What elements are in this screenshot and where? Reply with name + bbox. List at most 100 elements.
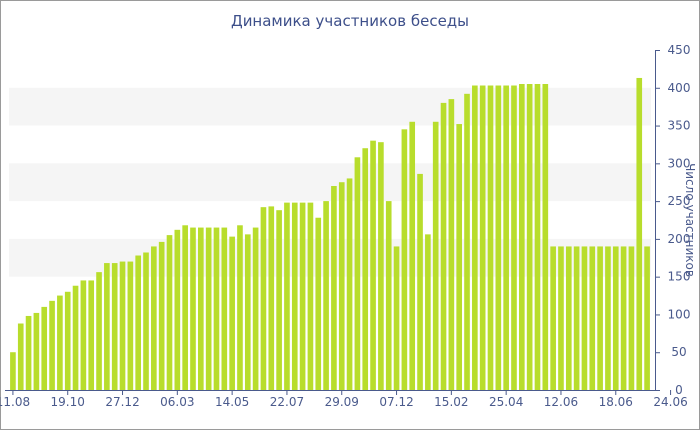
bar bbox=[252, 227, 259, 390]
x-tick-label: 24.06 bbox=[653, 395, 687, 409]
bar bbox=[589, 246, 596, 390]
bar bbox=[511, 85, 517, 390]
bar bbox=[440, 102, 447, 390]
bar bbox=[503, 85, 509, 390]
x-tick-label: 19.10 bbox=[51, 395, 85, 409]
bar bbox=[323, 201, 329, 390]
bar bbox=[378, 142, 384, 390]
x-tick-labels: 11.08 19.10 27.12 06.03 14.05 22.07 29.09 07.12… bbox=[0, 390, 688, 409]
x-tick-label: 22.07 bbox=[270, 395, 304, 409]
bar bbox=[291, 202, 298, 390]
y-tick-label: 300 bbox=[668, 156, 691, 170]
x-tick-label: 29.09 bbox=[325, 395, 359, 409]
bar bbox=[213, 227, 220, 390]
bar bbox=[448, 99, 455, 391]
bar bbox=[25, 315, 32, 390]
y-tick-label: 400 bbox=[668, 81, 691, 95]
bar bbox=[620, 246, 627, 390]
y-tick-labels: 0 50 100 150 200 250 300 350 400 450 bbox=[655, 43, 690, 397]
bar bbox=[190, 227, 196, 390]
bar bbox=[80, 280, 87, 390]
bar bbox=[221, 227, 228, 390]
x-tick-label: 27.12 bbox=[105, 395, 139, 409]
bar bbox=[135, 255, 141, 390]
bar bbox=[612, 246, 619, 390]
bar bbox=[237, 225, 243, 390]
bar bbox=[479, 85, 486, 390]
bar bbox=[268, 206, 275, 390]
bar bbox=[597, 246, 603, 390]
bar bbox=[370, 140, 376, 390]
bar bbox=[284, 202, 290, 390]
bar bbox=[244, 234, 251, 390]
bar bbox=[581, 246, 588, 390]
bar bbox=[17, 323, 24, 390]
bar bbox=[88, 280, 95, 390]
bar bbox=[166, 235, 173, 390]
bar bbox=[605, 246, 611, 390]
bar bbox=[519, 84, 525, 390]
chart-title: Динамика участников беседы bbox=[230, 12, 470, 30]
bar bbox=[338, 182, 345, 390]
bar bbox=[104, 263, 110, 390]
bar bbox=[307, 202, 314, 390]
bar bbox=[425, 234, 431, 390]
bar bbox=[315, 217, 322, 390]
bar bbox=[464, 93, 470, 390]
bar bbox=[565, 246, 572, 390]
bar bbox=[534, 84, 541, 390]
background-band bbox=[9, 163, 651, 202]
bar bbox=[573, 246, 580, 390]
bar bbox=[205, 227, 212, 390]
bar bbox=[456, 124, 462, 390]
bar bbox=[174, 229, 181, 390]
bar bbox=[198, 227, 204, 390]
bar bbox=[57, 295, 63, 390]
bar bbox=[417, 173, 423, 390]
y-tick-label: 150 bbox=[668, 270, 691, 284]
y-tick-label: 250 bbox=[668, 194, 691, 208]
x-tick-label: 14.05 bbox=[215, 395, 249, 409]
bar bbox=[119, 261, 126, 390]
bar bbox=[487, 85, 494, 390]
bar bbox=[260, 207, 267, 390]
bar bbox=[495, 85, 502, 390]
y-tick-label: 50 bbox=[671, 345, 686, 359]
bar bbox=[229, 236, 235, 390]
bar bbox=[182, 225, 188, 390]
bar bbox=[111, 263, 118, 390]
bar bbox=[64, 291, 71, 390]
y-tick-label: 350 bbox=[668, 119, 691, 133]
bar-series bbox=[10, 77, 650, 391]
bar bbox=[558, 246, 564, 390]
bar bbox=[41, 306, 48, 390]
bar bbox=[276, 210, 282, 390]
bar bbox=[354, 157, 361, 390]
bar bbox=[151, 246, 157, 390]
bar bbox=[127, 261, 134, 390]
bar bbox=[550, 246, 556, 390]
bar bbox=[432, 121, 439, 390]
bar bbox=[346, 178, 353, 390]
bar bbox=[644, 246, 650, 390]
y-tick-label: 200 bbox=[668, 232, 691, 246]
bar bbox=[299, 202, 306, 390]
y-tick-label: 0 bbox=[675, 383, 683, 397]
bar bbox=[158, 241, 165, 390]
bar bbox=[401, 129, 408, 390]
x-tick-label: 18.06 bbox=[599, 395, 633, 409]
bar bbox=[49, 300, 55, 390]
x-tick-label: 07.12 bbox=[379, 395, 413, 409]
x-tick-label: 11.08 bbox=[0, 395, 30, 409]
bar bbox=[143, 252, 149, 390]
bar bbox=[33, 312, 40, 390]
bar bbox=[362, 148, 369, 390]
y-axis-label: Число участников bbox=[683, 163, 697, 277]
bar bbox=[636, 77, 643, 391]
bar bbox=[393, 246, 400, 390]
bar bbox=[385, 201, 392, 390]
x-tick-label: 25.04 bbox=[489, 395, 523, 409]
x-tick-label: 06.03 bbox=[160, 395, 194, 409]
x-tick-label: 15.02 bbox=[434, 395, 468, 409]
